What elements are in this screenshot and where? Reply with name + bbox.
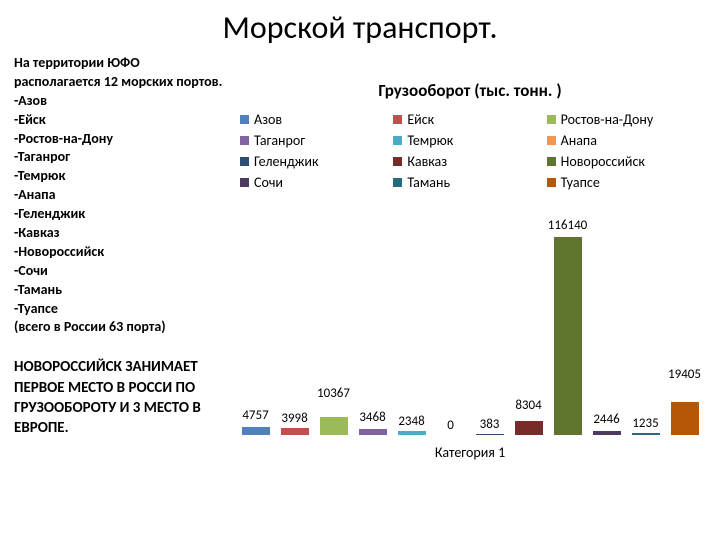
legend-label: Темрюк — [407, 132, 453, 149]
bar-value-label: 3998 — [281, 411, 307, 426]
legend-item: Ростов-на-Дону — [547, 109, 700, 130]
legend-label: Азов — [254, 111, 282, 128]
bars-container: 4757399810367346823480383830411614024461… — [236, 209, 704, 435]
legend-label: Туапсе — [561, 174, 600, 191]
page-title: Морской транспорт. — [0, 0, 720, 51]
legend-item: Сочи — [240, 172, 393, 193]
bar: 10367 — [316, 417, 352, 435]
cargo-chart: Грузооборот (тыс. тонн. ) Азов Ейск Ростов… — [230, 80, 710, 530]
legend-swatch — [240, 178, 249, 187]
legend-swatch — [393, 136, 402, 145]
bar-value-label: 3468 — [359, 410, 385, 425]
bar-value-label: 116140 — [548, 218, 588, 233]
bar-rect — [671, 402, 699, 435]
ports-list: На территории ЮФО располагается 12 морск… — [14, 54, 224, 337]
legend-label: Анапа — [561, 132, 597, 149]
legend-item: Анапа — [547, 130, 700, 151]
bar-value-label: 0 — [447, 418, 454, 433]
bar: 19405 — [667, 402, 703, 435]
bar: 4757 — [238, 427, 274, 435]
legend-swatch — [393, 178, 402, 187]
legend-label: Геленджик — [254, 153, 318, 170]
bar-rect — [242, 427, 270, 435]
bar: 116140 — [550, 237, 586, 435]
bar-rect — [554, 237, 582, 435]
bar: 2446 — [589, 431, 625, 435]
legend-swatch — [547, 157, 556, 166]
legend-swatch — [393, 157, 402, 166]
legend-label: Сочи — [254, 174, 283, 191]
bar-value-label: 8304 — [515, 398, 541, 413]
bar: 383 — [472, 434, 508, 435]
legend-item: Геленджик — [240, 151, 393, 172]
bar-rect — [359, 429, 387, 435]
legend-item: Новороссийск — [547, 151, 700, 172]
legend-swatch — [393, 115, 402, 124]
bar-value-label: 383 — [480, 417, 500, 432]
bar-rect — [476, 434, 504, 435]
x-axis-label: Категория 1 — [236, 444, 704, 461]
legend-item: Кавказ — [393, 151, 546, 172]
legend-swatch — [547, 136, 556, 145]
legend-label: Таганрог — [254, 132, 305, 149]
bar-value-label: 19405 — [668, 367, 701, 382]
legend-item: Азов — [240, 109, 393, 130]
chart-title: Грузооборот (тыс. тонн. ) — [230, 80, 710, 101]
bar-rect — [398, 431, 426, 435]
bar: 3998 — [277, 428, 313, 435]
left-column: На территории ЮФО располагается 12 морск… — [14, 54, 224, 438]
legend-swatch — [240, 136, 249, 145]
highlight-text: НОВОРОССИЙСК ЗАНИМАЕТ ПЕРВОЕ МЕСТО В РОС… — [14, 357, 224, 438]
legend-item: Темрюк — [393, 130, 546, 151]
bar-rect — [593, 431, 621, 435]
legend-item: Туапсе — [547, 172, 700, 193]
chart-legend: Азов Ейск Ростов-на-Дону Таганрог Темрюк Анап… — [230, 109, 710, 199]
bar-value-label: 2348 — [398, 414, 424, 429]
bar-rect — [515, 421, 543, 435]
bar-rect — [320, 417, 348, 435]
legend-swatch — [240, 115, 249, 124]
bar-value-label: 4757 — [242, 408, 268, 423]
legend-item: Ейск — [393, 109, 546, 130]
legend-label: Ростов-на-Дону — [561, 111, 654, 128]
bar-value-label: 10367 — [317, 386, 350, 401]
legend-item: Таганрог — [240, 130, 393, 151]
legend-item: Тамань — [393, 172, 546, 193]
legend-swatch — [547, 178, 556, 187]
legend-label: Новороссийск — [561, 153, 645, 170]
bar-rect — [632, 433, 660, 435]
bar-value-label: 2446 — [593, 412, 619, 427]
legend-label: Тамань — [407, 174, 450, 191]
legend-label: Кавказ — [407, 153, 447, 170]
bar: 3468 — [355, 429, 391, 435]
bar: 8304 — [511, 421, 547, 435]
bar: 1235 — [628, 433, 664, 435]
legend-swatch — [547, 115, 556, 124]
bar-value-label: 1235 — [632, 416, 658, 431]
bar: 2348 — [394, 431, 430, 435]
legend-label: Ейск — [407, 111, 434, 128]
chart-plot: 4757399810367346823480383830411614024461… — [236, 209, 704, 469]
bar-rect — [281, 428, 309, 435]
legend-swatch — [240, 157, 249, 166]
